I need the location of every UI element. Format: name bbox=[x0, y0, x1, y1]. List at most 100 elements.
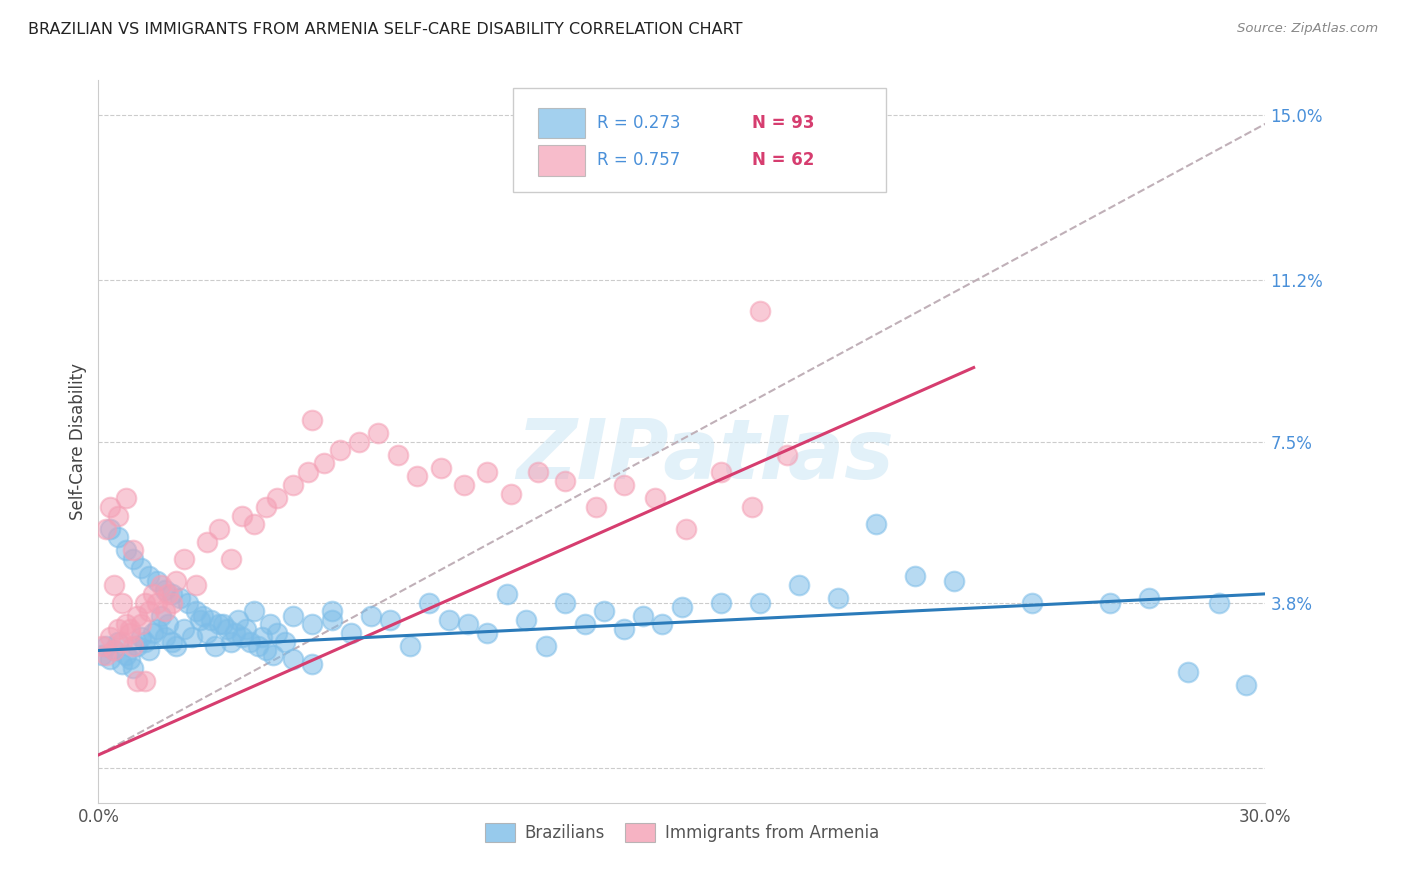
Point bbox=[515, 613, 537, 627]
Point bbox=[574, 617, 596, 632]
Point bbox=[195, 534, 218, 549]
Point bbox=[554, 474, 576, 488]
Point bbox=[748, 596, 770, 610]
Point bbox=[134, 673, 156, 688]
Point bbox=[114, 543, 136, 558]
Text: Source: ZipAtlas.com: Source: ZipAtlas.com bbox=[1237, 22, 1378, 36]
Point bbox=[499, 487, 522, 501]
Point bbox=[215, 622, 238, 636]
Point bbox=[297, 465, 319, 479]
Point bbox=[329, 443, 352, 458]
Point bbox=[165, 639, 187, 653]
FancyBboxPatch shape bbox=[538, 108, 585, 138]
Point bbox=[91, 648, 114, 662]
Y-axis label: Self-Care Disability: Self-Care Disability bbox=[69, 363, 87, 520]
Point bbox=[142, 626, 165, 640]
Point bbox=[188, 613, 211, 627]
Point bbox=[224, 626, 246, 640]
Point bbox=[527, 465, 550, 479]
Point bbox=[149, 578, 172, 592]
FancyBboxPatch shape bbox=[538, 145, 585, 176]
Point bbox=[235, 622, 257, 636]
Text: N = 62: N = 62 bbox=[752, 152, 814, 169]
Point bbox=[585, 500, 607, 514]
Point bbox=[118, 622, 141, 636]
Point bbox=[312, 456, 335, 470]
Point bbox=[246, 639, 269, 653]
Point bbox=[114, 617, 136, 632]
Point bbox=[406, 469, 429, 483]
Point bbox=[129, 561, 152, 575]
Point bbox=[162, 634, 184, 648]
Point bbox=[231, 631, 253, 645]
FancyBboxPatch shape bbox=[513, 87, 886, 193]
Point bbox=[127, 639, 149, 653]
Point bbox=[827, 591, 849, 606]
Point bbox=[138, 569, 160, 583]
Point bbox=[195, 626, 218, 640]
Point bbox=[200, 613, 222, 627]
Point bbox=[274, 634, 297, 648]
Point bbox=[138, 643, 160, 657]
Point bbox=[243, 604, 266, 618]
Point bbox=[96, 522, 118, 536]
Point bbox=[262, 648, 284, 662]
Point bbox=[134, 634, 156, 648]
Point bbox=[301, 657, 323, 671]
Text: R = 0.273: R = 0.273 bbox=[596, 114, 681, 132]
Point bbox=[398, 639, 420, 653]
Point bbox=[534, 639, 557, 653]
Point bbox=[184, 604, 207, 618]
Point bbox=[321, 604, 343, 618]
Point bbox=[107, 622, 129, 636]
Text: N = 93: N = 93 bbox=[752, 114, 814, 132]
Point bbox=[122, 639, 145, 653]
Point bbox=[162, 596, 184, 610]
Point bbox=[340, 626, 363, 640]
Point bbox=[219, 552, 242, 566]
Point bbox=[710, 465, 733, 479]
Point bbox=[165, 574, 187, 588]
Point bbox=[613, 478, 636, 492]
Point bbox=[1208, 596, 1230, 610]
Point bbox=[266, 491, 288, 505]
Point bbox=[477, 465, 499, 479]
Point bbox=[180, 631, 202, 645]
Point bbox=[127, 608, 149, 623]
Point bbox=[107, 508, 129, 523]
Point bbox=[111, 634, 134, 648]
Point bbox=[111, 657, 134, 671]
Point bbox=[157, 617, 180, 632]
Point bbox=[360, 608, 382, 623]
Point bbox=[91, 639, 114, 653]
Point bbox=[1021, 596, 1043, 610]
Point bbox=[1234, 678, 1257, 692]
Point bbox=[254, 500, 277, 514]
Point bbox=[281, 608, 304, 623]
Point bbox=[254, 643, 277, 657]
Point bbox=[204, 639, 226, 653]
Point bbox=[675, 522, 697, 536]
Point bbox=[98, 631, 121, 645]
Point bbox=[453, 478, 475, 492]
Point bbox=[122, 661, 145, 675]
Point bbox=[259, 617, 281, 632]
Point bbox=[301, 617, 323, 632]
Point bbox=[96, 639, 118, 653]
Point bbox=[228, 613, 250, 627]
Point bbox=[367, 425, 389, 440]
Point bbox=[457, 617, 479, 632]
Point bbox=[671, 599, 693, 614]
Text: R = 0.757: R = 0.757 bbox=[596, 152, 681, 169]
Point bbox=[281, 478, 304, 492]
Point bbox=[122, 543, 145, 558]
Point bbox=[153, 604, 176, 618]
Point bbox=[134, 596, 156, 610]
Point bbox=[142, 587, 165, 601]
Point bbox=[146, 622, 169, 636]
Point bbox=[943, 574, 966, 588]
Point bbox=[1137, 591, 1160, 606]
Point bbox=[347, 434, 370, 449]
Point bbox=[146, 596, 169, 610]
Point bbox=[193, 608, 215, 623]
